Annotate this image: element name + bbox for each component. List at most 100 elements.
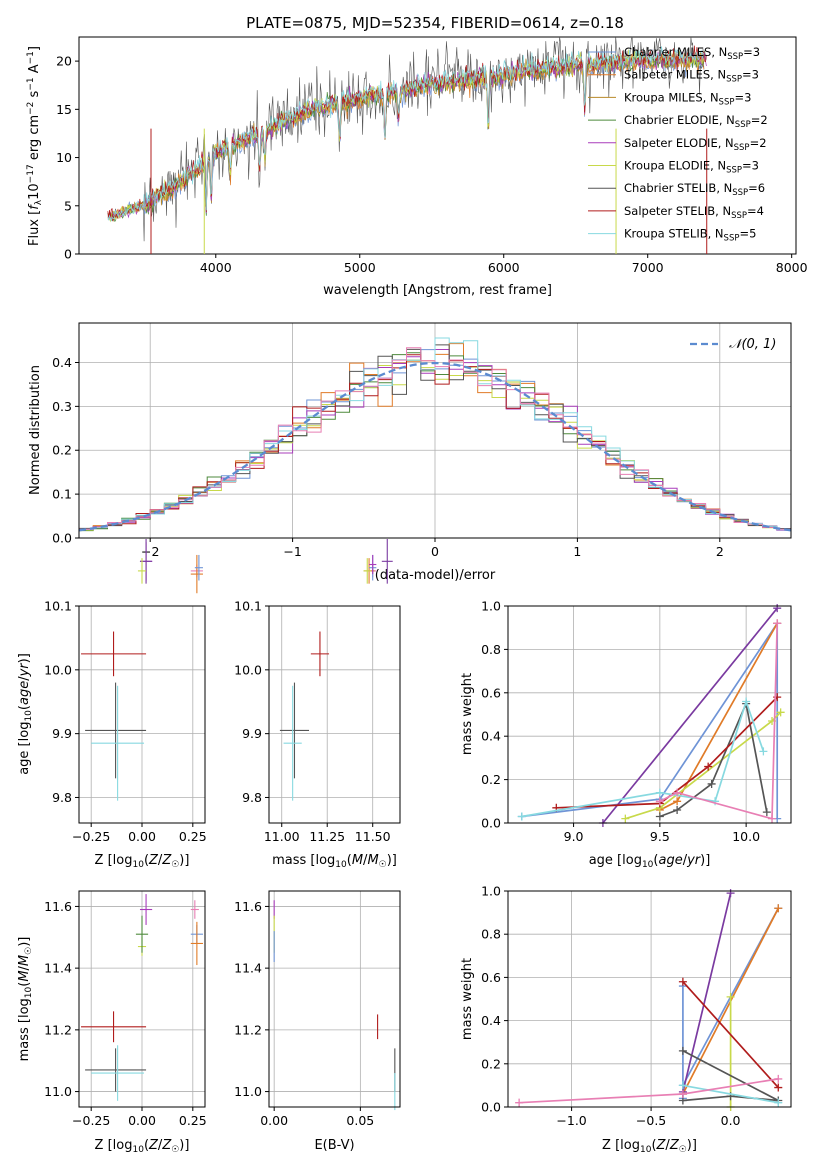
label-part: / <box>158 853 163 868</box>
label-part: / <box>17 965 32 970</box>
label-part: ☉ <box>24 947 34 955</box>
weight-marker <box>759 747 768 756</box>
label-part: ( <box>144 853 149 868</box>
legend-text: =3 <box>742 159 759 173</box>
weight-marker <box>742 697 751 706</box>
legend-entry-7: Salpeter STELIB, NSSP=4 <box>624 204 764 221</box>
y-tick-label: 11.2 <box>44 1022 72 1037</box>
label-part: )] <box>179 853 189 868</box>
weight-marker <box>704 762 713 771</box>
axes-frame <box>507 890 792 1108</box>
x-tick-label: 7000 <box>632 260 664 275</box>
label-part: mass [log <box>272 853 335 868</box>
x-tick-label: 0.00 <box>128 829 156 844</box>
weight-marker <box>762 808 771 817</box>
x-tick-label: 0 <box>431 544 439 559</box>
y-tick-label: 10.0 <box>44 662 72 677</box>
legend-text: Chabrier STELIB, N <box>624 181 732 195</box>
label-part: 10 <box>335 860 347 870</box>
legend-text: Chabrier MILES, N <box>624 45 727 59</box>
weight-marker <box>678 977 687 986</box>
label-part: M <box>17 955 32 966</box>
legend-subscript: SSP <box>734 143 750 153</box>
label-part: 10 <box>24 710 34 722</box>
x-tick-label: −0.5 <box>636 1113 666 1128</box>
y-tick-label: 9.9 <box>242 726 262 741</box>
ylabel: mass [log10(M/M☉)] <box>17 937 34 1062</box>
legend-text: =3 <box>742 68 759 82</box>
legend-subscript: SSP <box>726 75 742 85</box>
weight-marker <box>726 992 735 1001</box>
y-tick-label: 0.4 <box>481 729 501 744</box>
x-tick-label: 0.25 <box>179 1113 207 1128</box>
y-tick-label: 0.8 <box>481 927 501 942</box>
label-part: ( <box>17 705 32 710</box>
y-tick-label: 0 <box>64 247 72 262</box>
spectrum-line-2 <box>107 50 705 222</box>
label-part: M <box>367 853 378 868</box>
legend-text: =2 <box>750 136 767 150</box>
xlabel: Z [log10(Z/Z☉)] <box>95 1138 190 1155</box>
label-part: ☉ <box>171 860 179 870</box>
legend-text: =3 <box>734 90 751 104</box>
legend-entry-1: Salpeter MILES, NSSP=3 <box>624 68 759 85</box>
label-part: yr <box>17 662 32 678</box>
plot-bg <box>508 891 791 1107</box>
weight-line-3 <box>625 711 782 820</box>
mass-weight-vs-metallicity-panel: −1.0 −0.5 0.00.00.20.40.60.81.0Z [log10(Z/… <box>460 884 792 1155</box>
y-tick-label: 0.2 <box>52 443 72 458</box>
weight-marker <box>673 788 682 797</box>
legend-text: Salpeter MILES, N <box>624 68 726 82</box>
spectrum-line-1 <box>107 52 705 220</box>
label-part: 10 <box>132 860 144 870</box>
y-tick-label: 0.4 <box>52 355 72 370</box>
legend-subscript: SSP <box>731 211 747 221</box>
legend-subscript: SSP <box>719 97 735 107</box>
weight-marker <box>711 797 720 806</box>
weight-marker <box>678 1081 687 1090</box>
legend-subscript: SSP <box>727 52 743 62</box>
x-tick-label: 6000 <box>488 260 520 275</box>
legend-text: =4 <box>747 204 764 218</box>
y-tick-label: 0.2 <box>481 1056 501 1071</box>
label-part: Z <box>161 1138 172 1153</box>
spectrum-line-0 <box>107 53 705 222</box>
label-part: / <box>363 853 368 868</box>
weight-marker <box>773 619 782 628</box>
x-tick-label: 8000 <box>776 260 808 275</box>
axes-frame <box>268 890 401 1108</box>
legend-entry-3: Chabrier ELODIE, NSSP=2 <box>624 113 768 130</box>
x-tick-label: 9.0 <box>564 829 584 844</box>
y-tick-label: 10.0 <box>234 662 262 677</box>
residuals-ylabel: Normed distribution <box>28 365 43 495</box>
y-tick-label: 9.8 <box>52 790 72 805</box>
y-tick-label: 0.4 <box>481 1013 501 1028</box>
weight-marker <box>517 812 526 821</box>
x-tick-label: 1 <box>573 544 581 559</box>
weight-marker <box>776 708 785 717</box>
legend-entry-0: Chabrier MILES, NSSP=3 <box>624 45 760 62</box>
legend-text: =6 <box>748 181 765 195</box>
axes-frame <box>78 36 797 255</box>
label-part: 10 <box>640 1145 652 1155</box>
plot-bg <box>269 891 400 1107</box>
xlabel: Z [log10(Z/Z☉)] <box>602 1138 697 1155</box>
y-tick-label: 0.3 <box>52 399 72 414</box>
label-part: Z <box>161 853 172 868</box>
plot-bg <box>269 606 400 823</box>
y-tick-label: 11.6 <box>234 899 262 914</box>
xlabel: E(B-V) <box>314 1138 354 1153</box>
weight-marker <box>655 797 664 806</box>
ylabel: mass weight <box>460 673 475 755</box>
axes-frame <box>78 322 792 539</box>
x-tick-label: 0.00 <box>260 1113 288 1128</box>
y-tick-label: 0.2 <box>481 772 501 787</box>
label-part: age [log <box>17 722 32 775</box>
label-part: )] <box>17 653 32 663</box>
label-part: E(B-V) <box>314 1138 354 1153</box>
weight-line-0 <box>521 620 779 819</box>
label-part: ( <box>347 853 352 868</box>
label-part: M <box>17 970 32 981</box>
